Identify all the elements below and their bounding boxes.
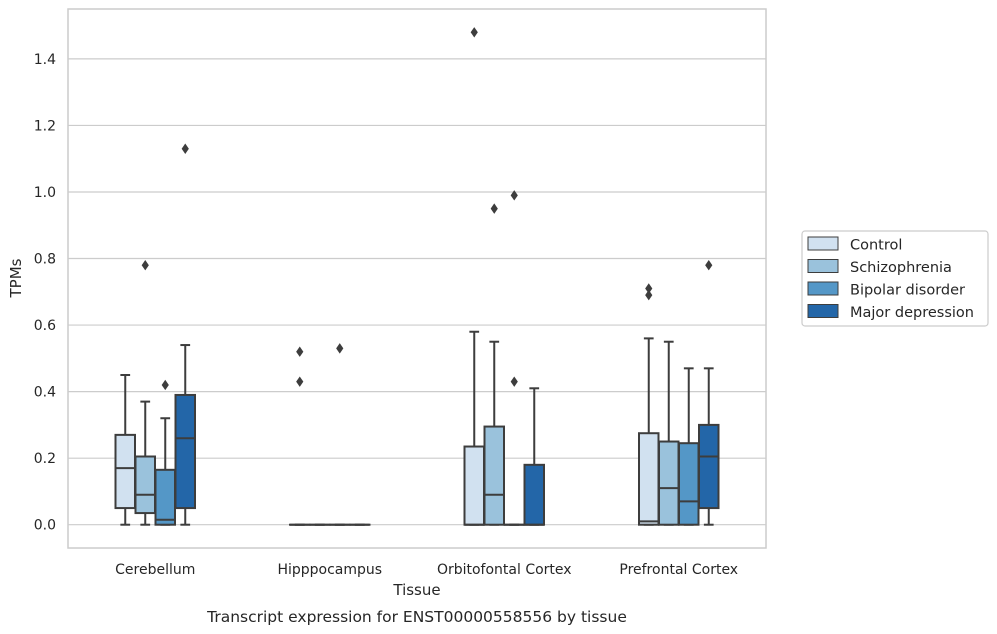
legend-label: Bipolar disorder xyxy=(850,283,965,299)
x-tick-label: Hipppocampus xyxy=(277,562,382,578)
legend-item: Control xyxy=(807,236,902,254)
outlier-point xyxy=(645,289,653,301)
box-plot xyxy=(483,203,505,526)
y-tick-label: 1.4 xyxy=(34,52,56,68)
plot-frame xyxy=(67,8,767,549)
box-plot xyxy=(678,367,700,526)
box-plot xyxy=(134,259,156,526)
outlier-point xyxy=(510,190,518,201)
legend-swatch xyxy=(807,304,839,318)
chart-caption: Transcript expression for ENST0000055855… xyxy=(206,608,627,626)
box-plot xyxy=(523,387,545,526)
box-body xyxy=(698,423,720,510)
box-plot xyxy=(174,143,196,526)
outlier-point xyxy=(510,376,518,387)
legend-item: Major depression xyxy=(807,304,974,321)
box-plot xyxy=(658,340,680,526)
box-plot xyxy=(638,283,660,526)
box-plot xyxy=(463,27,485,526)
legend-item: Schizophrenia xyxy=(807,259,952,276)
y-tick-label: 1.2 xyxy=(34,118,56,134)
box-body xyxy=(134,455,156,515)
box-plot xyxy=(154,379,176,526)
y-tick-label: 1.0 xyxy=(34,185,56,201)
box-body xyxy=(463,445,485,526)
box-plot xyxy=(698,259,720,526)
box-body xyxy=(114,433,136,510)
box-body xyxy=(523,463,545,526)
x-tick-label: Cerebellum xyxy=(115,562,195,578)
y-tick-labels: 0.0 0.2 0.4 0.6 0.8 1.0 1.2 1.4 xyxy=(34,52,56,534)
x-tick-label: Prefrontal Cortex xyxy=(619,562,738,578)
box-body xyxy=(483,425,505,526)
box-body xyxy=(658,440,680,526)
outlier-point xyxy=(161,379,169,391)
box-body xyxy=(154,468,176,526)
box-plot xyxy=(289,346,311,526)
box-body xyxy=(174,393,196,510)
y-tick-label: 0.4 xyxy=(34,385,56,401)
legend-label: Major depression xyxy=(850,305,974,321)
x-tick-labels: Cerebellum Hipppocampus Orbitofontal Corte… xyxy=(115,562,738,578)
legend-frame xyxy=(801,230,989,327)
y-tick-label: 0.0 xyxy=(34,518,56,534)
box-plot xyxy=(503,190,525,526)
box-body xyxy=(638,432,660,526)
legend-item: Bipolar disorder xyxy=(807,281,965,299)
legend-swatch xyxy=(807,281,839,296)
box-plot xyxy=(114,373,136,526)
outlier-point xyxy=(490,203,498,214)
outlier-point xyxy=(336,343,344,354)
outlier-point xyxy=(645,283,653,294)
y-tick-label: 0.8 xyxy=(34,252,56,268)
legend-label: Control xyxy=(850,238,902,254)
y-axis-label: TPMs xyxy=(7,258,25,298)
y-tick-label: 0.2 xyxy=(34,451,56,467)
y-tick-label: 0.6 xyxy=(34,318,56,334)
box-plot xyxy=(329,343,351,526)
box-groups xyxy=(114,27,720,526)
outlier-point xyxy=(296,346,304,357)
outlier-point xyxy=(296,376,304,387)
x-axis-label: Tissue xyxy=(392,581,440,599)
outlier-point xyxy=(141,259,149,271)
legend: Control Schizophrenia Bipolar disorder Majo… xyxy=(801,230,989,327)
legend-label: Schizophrenia xyxy=(850,260,952,276)
x-tick-label: Orbitofontal Cortex xyxy=(437,562,572,578)
legend-swatch xyxy=(807,259,839,273)
outlier-point xyxy=(470,27,478,38)
outlier-point xyxy=(181,143,189,154)
outlier-point xyxy=(705,259,713,271)
legend-swatch xyxy=(807,236,839,251)
box-body xyxy=(678,442,700,526)
